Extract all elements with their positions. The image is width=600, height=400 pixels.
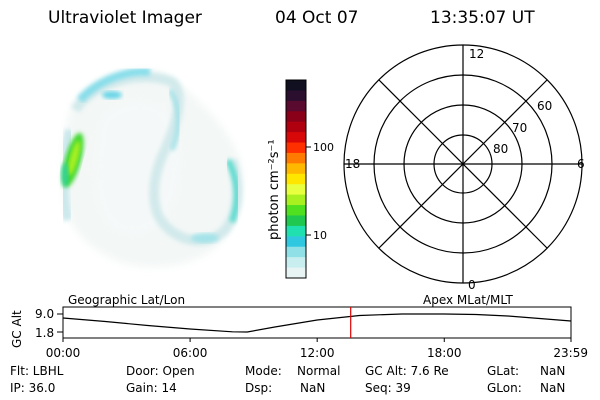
colorbar-cell <box>286 236 306 248</box>
colorbar-cell <box>286 173 306 185</box>
filter-info: Flt: LBHL <box>10 364 64 378</box>
colorbar-cell <box>286 111 306 123</box>
dsp-value: NaN <box>300 381 326 395</box>
timeline-xticks <box>62 338 572 342</box>
timeline-xtick-label: 12:00 <box>300 346 335 360</box>
timeline-right-label: Apex MLat/MLT <box>423 293 513 307</box>
colorbar-cell <box>286 205 306 216</box>
timeline-yaxis-label: GC Alt <box>10 310 24 348</box>
timeline-xtick-label: 06:00 <box>173 346 208 360</box>
mlt-label-0: 0 <box>468 278 476 292</box>
colorbar-cell <box>286 100 306 112</box>
colorbar-cell <box>286 142 306 154</box>
polar-ring-50 <box>343 44 583 284</box>
lat-label-70: 70 <box>512 121 527 135</box>
colorbar-cell <box>286 152 306 164</box>
instrument-title: Ultraviolet Imager <box>48 8 202 28</box>
timeline-frame <box>62 306 572 339</box>
mode-label: Mode: <box>245 364 282 378</box>
colorbar-cell <box>286 257 306 269</box>
mlt-label-6: 6 <box>577 157 585 171</box>
date-label: 04 Oct 07 <box>275 8 359 28</box>
altitude-curve <box>62 313 571 333</box>
mlt-label-12: 12 <box>469 47 484 61</box>
ip-info: IP: 36.0 <box>10 381 56 395</box>
mlt-label-18: 18 <box>345 157 360 171</box>
colorbar-cell <box>286 246 306 258</box>
colorbar-cells <box>286 80 306 279</box>
polar-ring-60 <box>373 74 553 254</box>
colorbar-cell <box>286 194 306 206</box>
glat-label: GLat: <box>487 364 520 378</box>
glat-value: NaN <box>540 364 566 378</box>
lat-label-80: 80 <box>493 142 508 156</box>
colorbar-cell <box>286 163 306 175</box>
colorbar-cell <box>286 90 306 102</box>
gcalt-info: GC Alt: 7.6 Re <box>365 364 449 378</box>
dsp-label: Dsp: <box>245 381 273 395</box>
colorbar-cell <box>286 215 306 227</box>
timeline-ymax-label: 9.0 <box>35 307 54 321</box>
colorbar-tick-label-100: 100 <box>313 141 334 154</box>
polar-ring-80 <box>433 134 493 194</box>
colorbar-cell <box>286 80 306 91</box>
glon-value: NaN <box>540 381 566 395</box>
door-info: Door: Open <box>126 364 195 378</box>
polar-ring-70 <box>403 104 523 224</box>
timeline-xtick-label: 00:00 <box>46 346 81 360</box>
lat-label-60: 60 <box>537 99 552 113</box>
timeline-left-label: Geographic Lat/Lon <box>68 293 185 307</box>
timeline-xtick-labels: 00:00 06:00 12:00 18:00 23:59 <box>46 346 588 360</box>
aurora-disk <box>58 67 243 268</box>
gain-info: Gain: 14 <box>126 381 177 395</box>
polar-diagonal-1 <box>378 79 548 249</box>
timeline-xtick-label: 23:59 <box>553 346 588 360</box>
colorbar-cell <box>286 132 306 144</box>
colorbar-tick-label-10: 10 <box>313 229 327 242</box>
colorbar-frame <box>285 79 307 279</box>
colorbar-cell <box>286 184 306 196</box>
colorbar-cell <box>286 225 306 237</box>
colorbar-label: photon cm⁻²s⁻¹ <box>267 139 282 240</box>
mode-value: Normal <box>297 364 341 378</box>
timeline-ymin-label: 1.8 <box>35 326 54 340</box>
glon-label: GLon: <box>487 381 522 395</box>
colorbar-cell <box>286 267 306 279</box>
seq-info: Seq: 39 <box>365 381 411 395</box>
timeline-xtick-label: 18:00 <box>427 346 462 360</box>
colorbar-cell <box>286 121 306 133</box>
polar-diagonal-2 <box>378 79 548 249</box>
time-label: 13:35:07 UT <box>430 8 535 28</box>
